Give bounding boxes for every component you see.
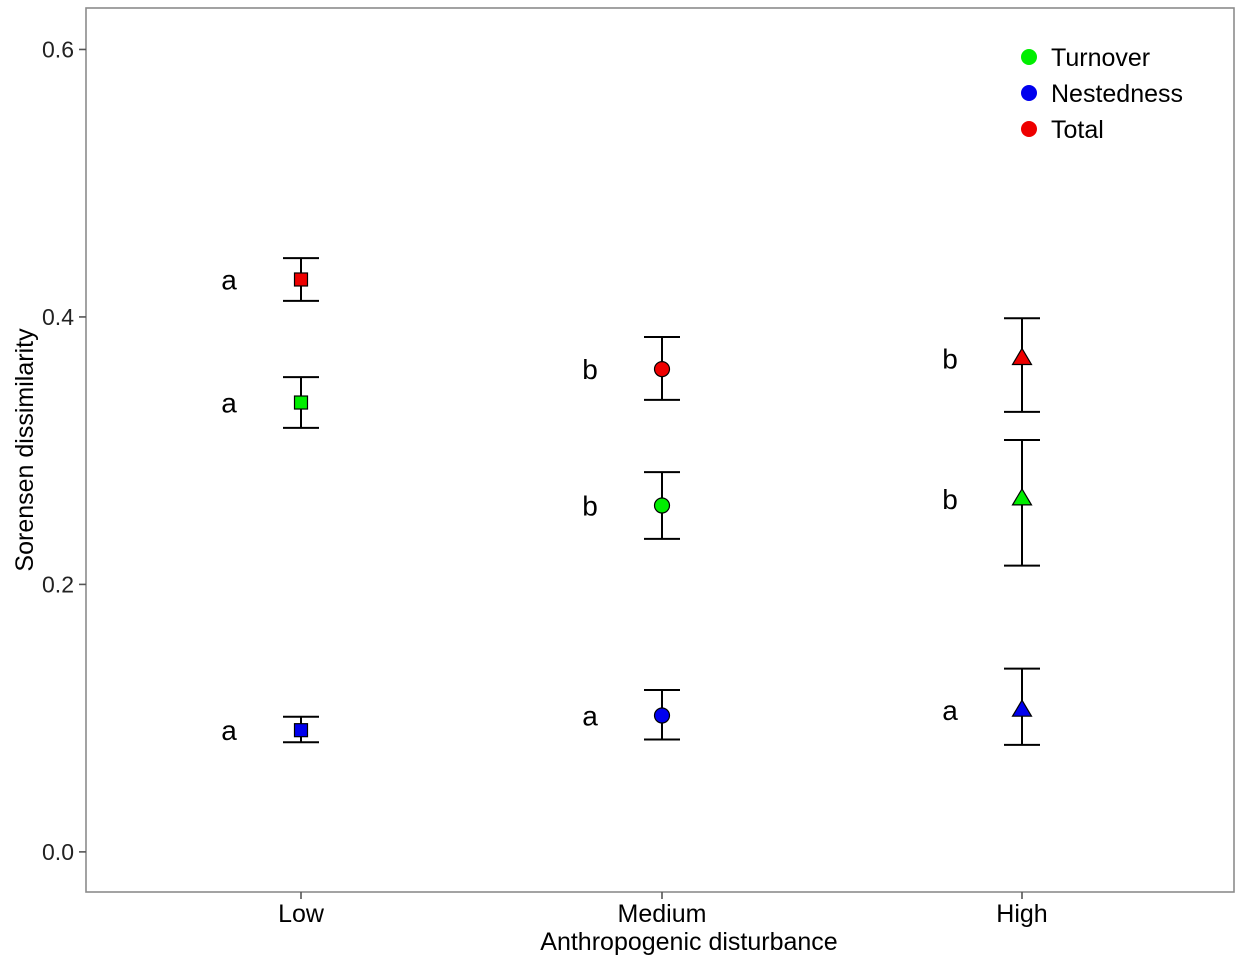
significance-letter: b bbox=[942, 343, 958, 374]
data-point-triangle bbox=[1011, 487, 1033, 506]
significance-letter: b bbox=[942, 484, 958, 515]
data-point-circle bbox=[653, 497, 671, 514]
y-axis: 0.0 0.2 0.4 0.6 bbox=[42, 36, 86, 865]
data-point-circle bbox=[653, 707, 671, 724]
significance-letter: a bbox=[221, 715, 237, 746]
significance-letter: b bbox=[582, 491, 598, 522]
data-marks: a b b a a a a b b bbox=[221, 257, 1040, 746]
legend-marker bbox=[1021, 49, 1037, 65]
significance-letter: a bbox=[582, 700, 598, 731]
data-point-square bbox=[293, 272, 309, 287]
x-axis-title: Anthropogenic disturbance bbox=[540, 928, 837, 956]
y-tick-label: 0.6 bbox=[42, 36, 74, 62]
legend: Turnover Nestedness Total bbox=[1021, 44, 1183, 144]
legend-marker bbox=[1021, 85, 1037, 101]
data-point-square bbox=[293, 395, 309, 410]
data-point-triangle bbox=[1011, 347, 1033, 366]
data-point-triangle bbox=[1011, 699, 1033, 717]
x-tick-label: Medium bbox=[618, 900, 707, 928]
legend-label: Turnover bbox=[1051, 44, 1150, 72]
x-axis: Low Medium High bbox=[278, 892, 1048, 928]
y-tick-label: 0.4 bbox=[42, 304, 74, 330]
legend-marker bbox=[1021, 121, 1037, 137]
legend-label: Nestedness bbox=[1051, 80, 1183, 108]
y-tick-label: 0.0 bbox=[42, 839, 74, 865]
data-point-square bbox=[293, 723, 309, 738]
x-tick-label: Low bbox=[278, 900, 325, 928]
legend-label: Total bbox=[1051, 116, 1104, 144]
significance-letter: b bbox=[582, 354, 598, 385]
plot-panel bbox=[85, 7, 1235, 893]
x-tick-label: High bbox=[996, 900, 1047, 928]
data-point-circle bbox=[653, 360, 671, 378]
significance-letter: a bbox=[221, 264, 237, 295]
significance-letter: a bbox=[221, 388, 237, 419]
significance-letter: a bbox=[942, 695, 958, 726]
y-tick-label: 0.2 bbox=[42, 571, 74, 597]
y-axis-title: Sorensen dissimilarity bbox=[11, 328, 39, 572]
